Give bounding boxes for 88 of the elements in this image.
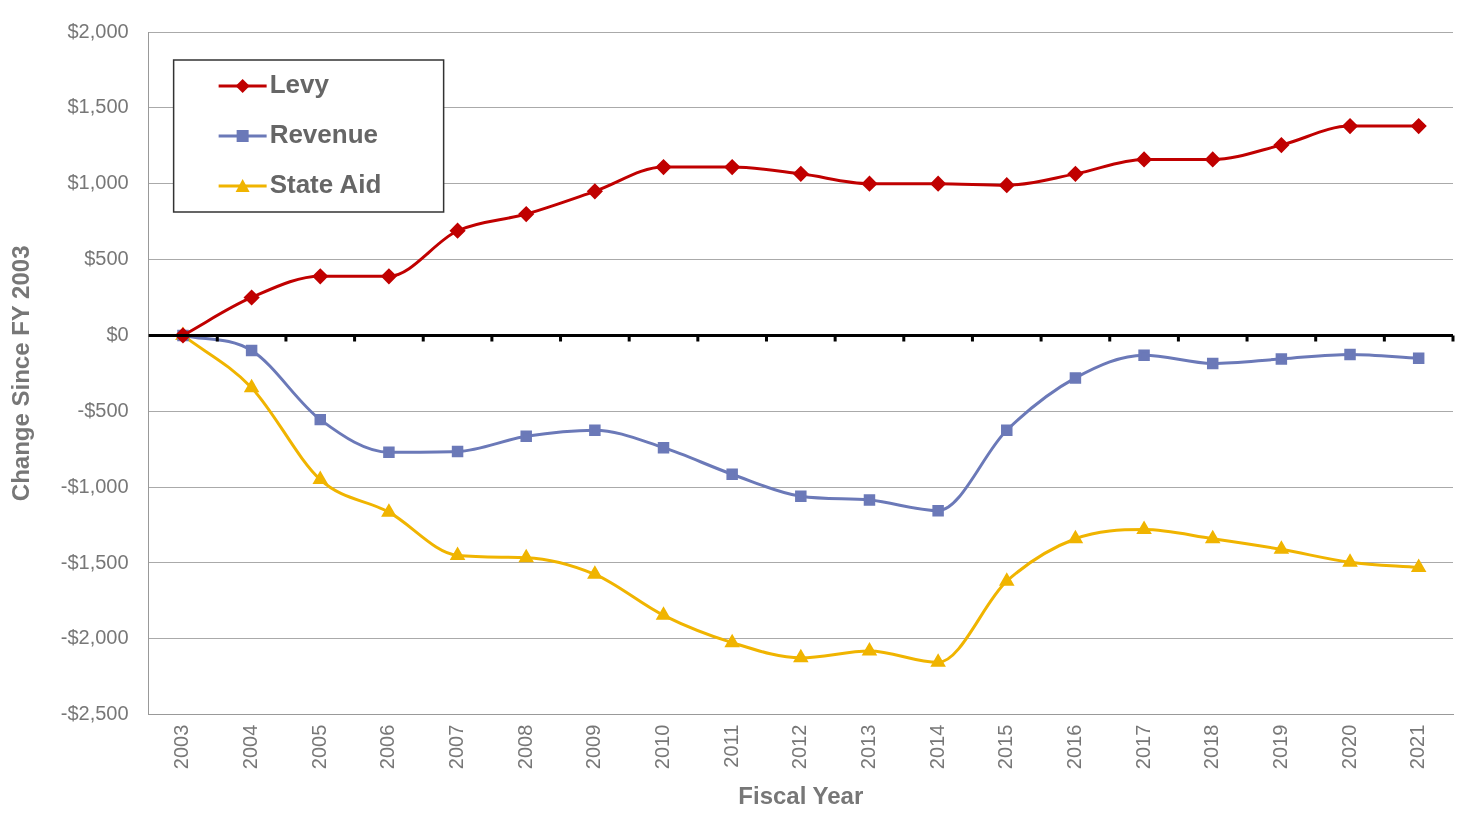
point <box>1411 118 1427 134</box>
point <box>450 223 466 239</box>
x-tick-label: 2016 <box>1062 724 1085 770</box>
point <box>1067 166 1083 182</box>
x-axis-title: Fiscal Year <box>738 782 864 810</box>
y-tick-label: -$2,500 <box>60 702 129 725</box>
point <box>383 446 395 458</box>
point <box>1206 531 1220 544</box>
point <box>520 430 532 443</box>
point <box>1412 352 1425 364</box>
y-tick-label: -$1,000 <box>60 474 129 497</box>
point <box>1138 349 1150 361</box>
legend-label: Revenue <box>269 119 379 150</box>
point <box>451 445 464 458</box>
y-tick-label: $1,000 <box>67 171 129 194</box>
point <box>726 468 738 480</box>
point <box>1344 348 1356 361</box>
legend-label: State Aid <box>269 169 382 200</box>
x-tick-label: 2003 <box>170 724 193 770</box>
point <box>657 441 670 454</box>
point <box>1343 554 1357 567</box>
point <box>245 344 258 357</box>
point <box>1137 522 1151 535</box>
point <box>999 177 1015 193</box>
point <box>931 654 945 667</box>
point <box>244 290 260 305</box>
point <box>1274 541 1289 554</box>
x-tick-label: 2017 <box>1131 724 1154 770</box>
point <box>1001 424 1013 436</box>
point <box>793 166 809 182</box>
y-tick-label: $0 <box>106 322 129 345</box>
point <box>861 176 877 192</box>
point <box>382 504 396 517</box>
point <box>1069 372 1082 384</box>
point <box>930 176 946 192</box>
point <box>932 504 944 517</box>
point <box>313 472 327 485</box>
x-tick-label: 2019 <box>1268 724 1291 770</box>
y-tick-label: -$2,000 <box>60 626 129 649</box>
y-tick-label: -$500 <box>77 398 129 421</box>
point <box>450 547 465 560</box>
legend-label: Levy <box>269 69 330 100</box>
y-tick-label: $500 <box>84 247 129 270</box>
x-tick-label: 2008 <box>513 724 536 770</box>
point <box>588 566 602 579</box>
point <box>244 380 259 393</box>
point <box>314 413 326 426</box>
point <box>381 268 397 284</box>
y-axis-title: Change Since FY 2003 <box>7 245 35 502</box>
x-tick-label: 2010 <box>651 724 674 770</box>
x-tick-label: 2020 <box>1337 724 1360 770</box>
point <box>1136 151 1152 167</box>
point <box>862 643 877 656</box>
y-tick-label: -$1,500 <box>60 550 129 573</box>
x-tick-label: 2006 <box>376 724 399 770</box>
x-tick-label: 2005 <box>307 724 330 770</box>
point <box>795 490 807 502</box>
y-tick-label: $2,000 <box>67 19 129 42</box>
point <box>1273 137 1289 153</box>
x-tick-label: 2004 <box>239 724 262 770</box>
x-tick-label: 2013 <box>856 724 879 770</box>
point <box>312 268 328 284</box>
point <box>863 494 876 506</box>
point <box>1411 560 1426 573</box>
y-tick-label: $1,500 <box>67 95 129 118</box>
x-tick-label: 2011 <box>719 724 742 768</box>
point <box>724 159 740 175</box>
x-tick-label: 2012 <box>788 724 811 770</box>
point <box>1205 151 1221 167</box>
point <box>587 183 603 199</box>
point <box>589 424 601 436</box>
x-tick-label: 2009 <box>582 724 605 770</box>
point <box>1206 357 1219 370</box>
point <box>725 635 739 648</box>
point <box>656 607 671 620</box>
x-tick-label: 2021 <box>1406 724 1429 770</box>
point <box>656 159 672 175</box>
x-tick-label: 2014 <box>925 724 948 770</box>
point <box>518 206 534 222</box>
point <box>1068 531 1083 544</box>
x-tick-label: 2018 <box>1200 724 1223 770</box>
point <box>1275 353 1288 365</box>
point <box>1342 118 1358 134</box>
point <box>794 650 808 663</box>
x-tick-label: 2007 <box>445 724 468 770</box>
point <box>519 550 533 563</box>
point <box>1000 573 1014 586</box>
x-tick-label: 2015 <box>994 724 1017 770</box>
